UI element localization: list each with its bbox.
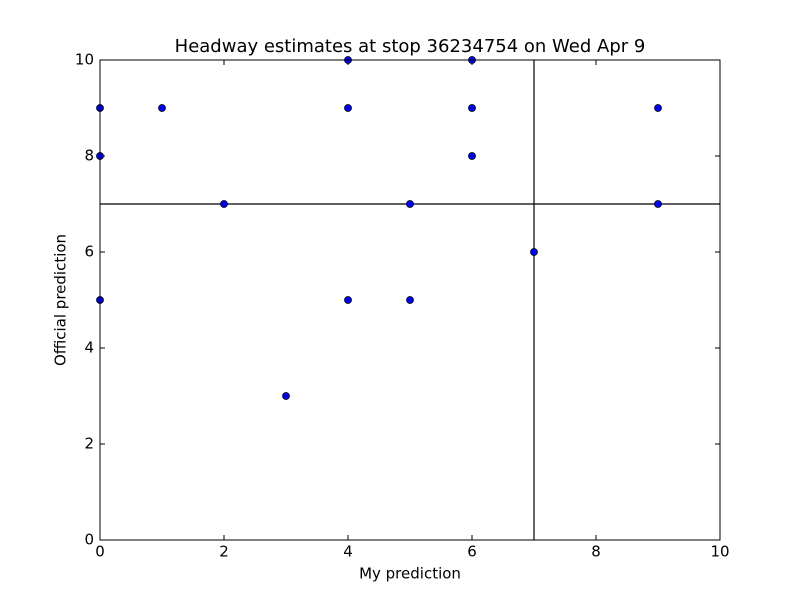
x-tick-label: 10 [710,543,729,561]
y-tick-label: 6 [84,243,94,261]
y-tick-label: 8 [84,147,94,165]
y-tick-label: 4 [84,339,94,357]
plot-frame [99,59,721,541]
x-axis-label: My prediction [359,565,461,583]
x-tick-label: 6 [467,543,477,561]
y-tick-label: 2 [84,435,94,453]
point [282,392,290,400]
point [468,104,476,112]
point [406,296,414,304]
point [530,248,538,256]
point [344,296,352,304]
chart-title: Headway estimates at stop 36234754 on We… [175,36,646,57]
x-tick-label: 2 [219,543,229,561]
x-tick-label: 4 [343,543,353,561]
y-tick-label: 10 [75,51,94,69]
x-tick-label: 0 [95,543,105,561]
point [654,200,662,208]
point [158,104,166,112]
point [406,200,414,208]
y-axis-label: Official prediction [52,234,70,366]
point [344,104,352,112]
point [654,104,662,112]
y-tick-label: 0 [84,531,94,549]
x-tick-label: 8 [591,543,601,561]
point [468,152,476,160]
point [220,200,228,208]
